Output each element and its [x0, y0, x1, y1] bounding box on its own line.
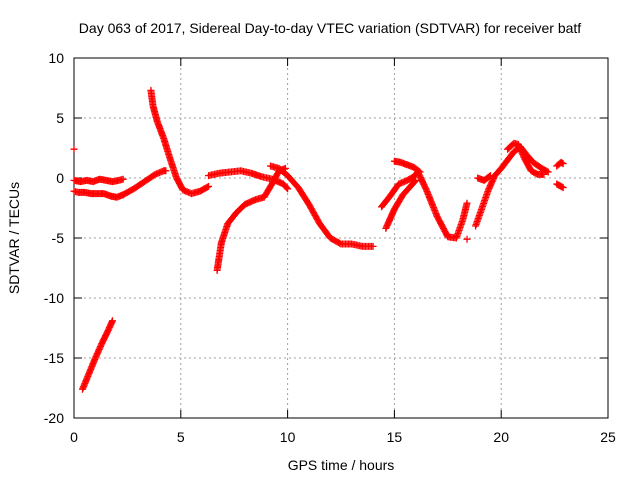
- series-k: [382, 176, 420, 232]
- x-tick-label: 15: [387, 429, 403, 445]
- x-axis-label: GPS time / hours: [288, 457, 395, 473]
- x-tick-label: 25: [600, 429, 616, 445]
- y-tick-label: -20: [44, 410, 64, 426]
- data-point: [412, 176, 420, 184]
- y-tick-labels: -20 -15 -10 -5 0 5 10: [44, 50, 64, 426]
- data-point: [559, 160, 567, 168]
- y-tick-label: -5: [52, 230, 65, 246]
- series-o: [504, 139, 548, 178]
- data-point: [70, 145, 78, 153]
- data-point: [411, 177, 419, 185]
- data-point: [205, 182, 213, 190]
- series-b: [70, 175, 127, 186]
- data-point: [284, 185, 292, 193]
- y-tick-label: 0: [56, 170, 64, 186]
- series-g: [205, 167, 292, 193]
- series-l: [390, 157, 424, 176]
- x-tick-label: 0: [70, 429, 78, 445]
- data-point: [369, 242, 377, 250]
- x-tick-label: 10: [280, 429, 296, 445]
- series-f: [147, 86, 213, 198]
- data-point: [487, 172, 495, 180]
- series-c: [119, 167, 170, 199]
- series-i: [267, 162, 377, 250]
- grid-lines: [74, 58, 608, 418]
- data-point: [463, 235, 471, 243]
- data-points: [70, 86, 567, 393]
- x-tick-labels: 0 5 10 15 20 25: [70, 429, 616, 445]
- chart-title: Day 063 of 2017, Sidereal Day-to-day VTE…: [79, 20, 582, 36]
- data-point: [283, 184, 291, 192]
- series-j: [378, 168, 471, 242]
- data-point: [416, 168, 424, 176]
- series-n: [474, 172, 495, 184]
- x-tick-label: 5: [177, 429, 185, 445]
- data-point: [543, 167, 551, 175]
- y-tick-label: -10: [44, 290, 64, 306]
- data-point: [559, 184, 567, 192]
- data-point: [415, 167, 423, 175]
- data-point: [544, 168, 552, 176]
- series-p: [553, 158, 567, 170]
- y-tick-label: -15: [44, 350, 64, 366]
- series-r: [463, 235, 471, 243]
- data-point: [119, 175, 127, 183]
- series-e: [79, 317, 116, 393]
- data-point: [540, 170, 548, 178]
- y-tick-label: 10: [48, 50, 64, 66]
- data-point: [108, 317, 116, 325]
- y-axis-label: SDTVAR / TECUs: [6, 182, 22, 294]
- series-m: [472, 143, 552, 230]
- data-point: [463, 199, 471, 207]
- series-a: [70, 187, 127, 201]
- x-tick-label: 20: [493, 429, 509, 445]
- series-h: [213, 164, 289, 274]
- data-point: [203, 183, 211, 191]
- y-tick-label: 5: [56, 110, 64, 126]
- data-point: [162, 167, 170, 175]
- data-point: [485, 172, 493, 180]
- series-d: [70, 145, 78, 153]
- series-q: [553, 180, 567, 192]
